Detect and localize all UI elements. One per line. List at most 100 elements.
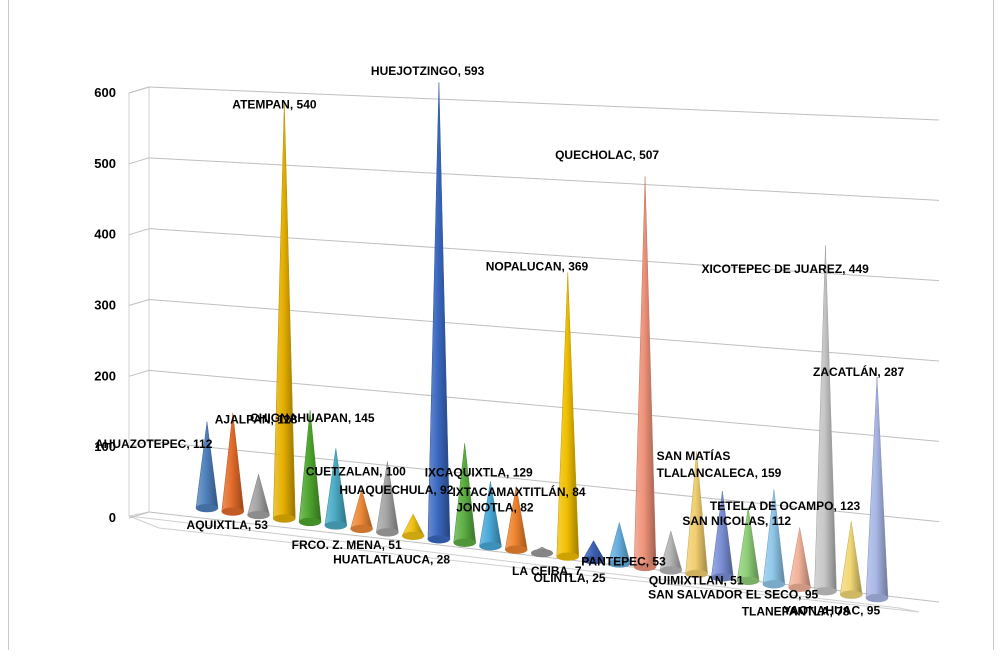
cone-body xyxy=(839,521,863,599)
cone-xicotepec-de-juarez xyxy=(814,245,837,596)
cone-body xyxy=(865,376,889,603)
cone-body xyxy=(788,527,811,592)
gridline xyxy=(148,86,940,121)
cone-base xyxy=(840,590,863,599)
cone-chignahuapan xyxy=(298,410,322,527)
y-tick-label: 200 xyxy=(94,368,116,383)
data-label: SAN MATÍAS TLALANCALECA, 159 xyxy=(657,448,782,480)
cone-base xyxy=(634,562,657,571)
y-tick-label: 300 xyxy=(94,298,116,313)
data-label: HUATLATLAUCA, 28 xyxy=(333,553,450,567)
cone-base xyxy=(608,559,631,568)
gridline-side xyxy=(128,86,150,94)
gridline-side xyxy=(128,369,150,377)
data-label: IXCAQUIXTLA, 129 xyxy=(425,466,533,480)
gridline-side xyxy=(128,228,150,236)
cone-base xyxy=(505,545,528,554)
cone-atempan xyxy=(273,102,296,523)
cone-frco-z-mena xyxy=(350,488,373,533)
side-wall xyxy=(128,86,150,517)
cone-base xyxy=(402,531,425,540)
cone-base xyxy=(196,504,218,512)
data-label: HUAQUECHULA, 92 xyxy=(339,483,453,497)
data-label: SAN SALVADOR EL SECO, 95 xyxy=(648,588,818,602)
cone-base xyxy=(659,566,682,575)
cone-olintla xyxy=(582,540,605,565)
cone-cuetzalan xyxy=(324,448,348,530)
cone-base xyxy=(273,514,296,523)
cone-body xyxy=(195,421,219,513)
data-label: QUIMIXTLAN, 51 xyxy=(649,573,744,587)
data-label: CUETZALAN, 100 xyxy=(306,464,406,478)
cone-san-nicolas xyxy=(711,490,734,582)
floor xyxy=(128,515,920,613)
cone-body xyxy=(556,272,580,561)
cone-body xyxy=(221,412,245,516)
data-label: CHIGNAHUAPAN, 145 xyxy=(250,411,375,425)
cone-san-salvador-el-seco xyxy=(736,507,760,585)
data-label: IXTACAMAXTITLÁN, 84 xyxy=(452,484,585,499)
cone-quecholac xyxy=(633,176,657,572)
cone-chart: 0 100 200 300 400 500 600 AHUAZOTEPEC, 112AJAL… xyxy=(94,64,940,619)
cone-base xyxy=(685,569,708,578)
cone-base xyxy=(376,528,399,537)
cone-ahuazotepec xyxy=(195,421,219,513)
data-label: ZACATLÁN, 287 xyxy=(813,364,904,379)
data-label: SAN NICOLAS, 112 xyxy=(682,514,791,528)
data-label: JONOTLA, 82 xyxy=(456,501,534,515)
data-label: AQUIXTLA, 53 xyxy=(187,518,269,532)
y-tick-label: 100 xyxy=(94,439,116,454)
data-label: YAONAHUAC, 95 xyxy=(783,604,880,618)
cone-ixtacamaxtitl-n xyxy=(479,481,502,551)
chart-area: 0 100 200 300 400 500 600 AHUAZOTEPEC, 112 AJAL… xyxy=(8,0,994,650)
cone-base xyxy=(427,535,450,544)
data-label: PANTEPEC, 53 xyxy=(581,554,666,568)
cone-huatlatlauca xyxy=(401,513,425,540)
cone-huejotzingo xyxy=(427,82,451,544)
cone-quimixtlan xyxy=(659,530,683,575)
y-tick-label: 400 xyxy=(94,227,116,242)
data-label: TETELA DE OCAMPO, 123 xyxy=(710,499,861,513)
cone-jonotla xyxy=(504,486,528,554)
gridline xyxy=(148,157,940,201)
data-label: AHUAZOTEPEC, 112 xyxy=(95,437,213,451)
cone-base xyxy=(582,555,605,564)
cone-base xyxy=(711,573,734,582)
data-label: QUECHOLAC, 507 xyxy=(555,148,659,162)
cone-base xyxy=(324,521,347,530)
cone-zacatl-n xyxy=(865,376,889,603)
cone-yaonahuac xyxy=(839,521,863,599)
cone-san-mat-as-tlalancaleca xyxy=(685,451,708,578)
y-tick-label: 0 xyxy=(109,510,116,525)
gridline-side xyxy=(128,440,150,448)
cone-huaquechula xyxy=(376,461,399,537)
data-label: XICOTEPEC DE JUAREZ, 449 xyxy=(701,262,869,276)
cone-base xyxy=(737,576,760,585)
gridline-side xyxy=(128,511,150,519)
cone-aquixtla xyxy=(247,473,270,520)
cone-base xyxy=(299,517,322,526)
cone-nopalucan xyxy=(556,272,580,561)
gridline-side xyxy=(128,299,150,306)
cone-base xyxy=(247,510,270,519)
y-tick-label: 500 xyxy=(94,156,116,171)
y-tick-label: 600 xyxy=(94,85,116,100)
data-label: ATEMPAN, 540 xyxy=(232,97,317,111)
cone-base xyxy=(531,549,553,557)
cone-base xyxy=(762,580,785,589)
cone-la-ceiba xyxy=(530,546,554,558)
cone-pantepec xyxy=(608,521,631,568)
cone-tlanepantla xyxy=(788,527,811,592)
data-label: AJALPAN, 128 xyxy=(215,412,298,426)
gridline xyxy=(148,299,940,362)
gridline-side xyxy=(128,157,150,165)
cone-base xyxy=(788,583,811,592)
data-label: FRCO. Z. MENA, 51 xyxy=(292,538,402,552)
cone-base xyxy=(221,507,244,516)
data-label: OLINTLA, 25 xyxy=(534,571,606,585)
data-label: LA CEIBA, 7 xyxy=(512,564,582,578)
cone-tetela-de-ocampo xyxy=(762,489,786,589)
cone-base xyxy=(556,552,579,561)
data-label: HUEJOTZINGO, 593 xyxy=(371,64,485,78)
cone-base xyxy=(479,542,502,551)
